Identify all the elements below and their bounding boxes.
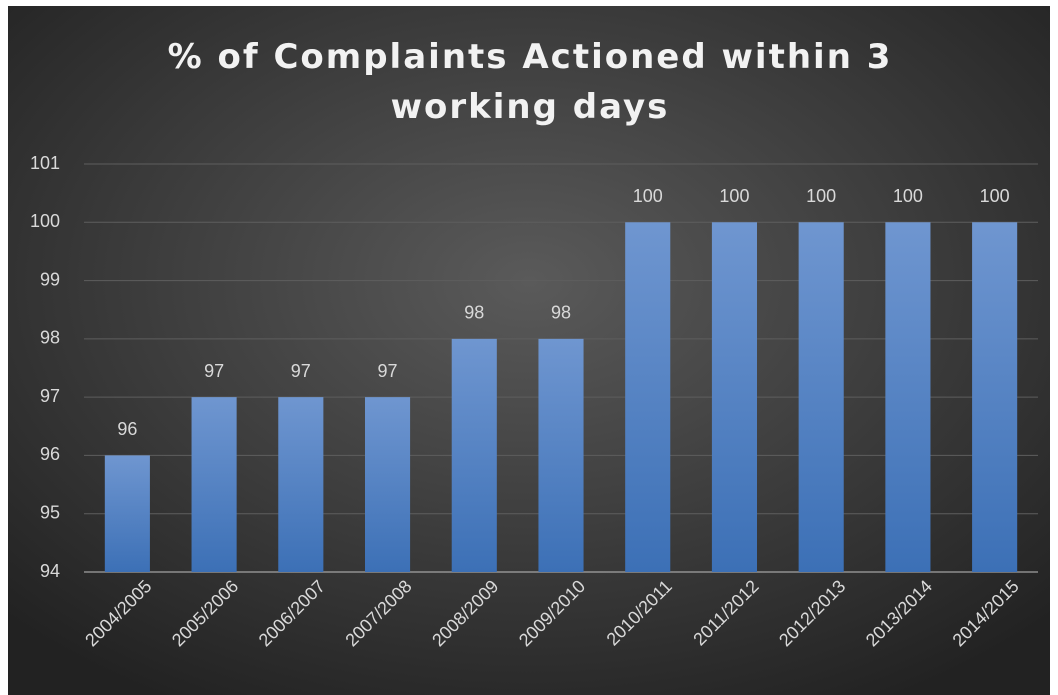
y-tick-label: 99: [40, 269, 60, 289]
data-label: 96: [117, 419, 137, 439]
data-label: 97: [291, 361, 311, 381]
bar: [278, 397, 324, 572]
y-tick-label: 94: [40, 561, 60, 581]
bar: [191, 397, 237, 572]
bar: [104, 455, 150, 572]
data-label: 100: [806, 186, 836, 206]
data-label: 100: [980, 186, 1010, 206]
data-label: 98: [464, 303, 484, 323]
y-tick-label: 95: [40, 502, 60, 522]
chart-title: % of Complaints Actioned within 3 workin…: [167, 37, 893, 127]
bar: [364, 397, 411, 572]
y-tick-label: 101: [30, 153, 60, 173]
bar: [711, 222, 758, 573]
bar: [885, 222, 931, 573]
y-tick-label: 96: [40, 444, 60, 464]
bar: [451, 338, 497, 572]
data-label: 97: [378, 361, 398, 381]
bar: [625, 222, 671, 573]
y-tick-label: 100: [30, 211, 60, 231]
bar: [972, 222, 1018, 573]
data-label: 100: [893, 186, 923, 206]
chart-background: [8, 6, 1050, 695]
bar: [798, 222, 844, 573]
y-tick-label: 98: [40, 328, 60, 348]
bar: [538, 338, 584, 572]
y-tick-label: 97: [40, 386, 60, 406]
data-label: 100: [719, 186, 749, 206]
data-label: 100: [633, 186, 663, 206]
data-label: 98: [551, 303, 571, 323]
data-label: 97: [204, 361, 224, 381]
